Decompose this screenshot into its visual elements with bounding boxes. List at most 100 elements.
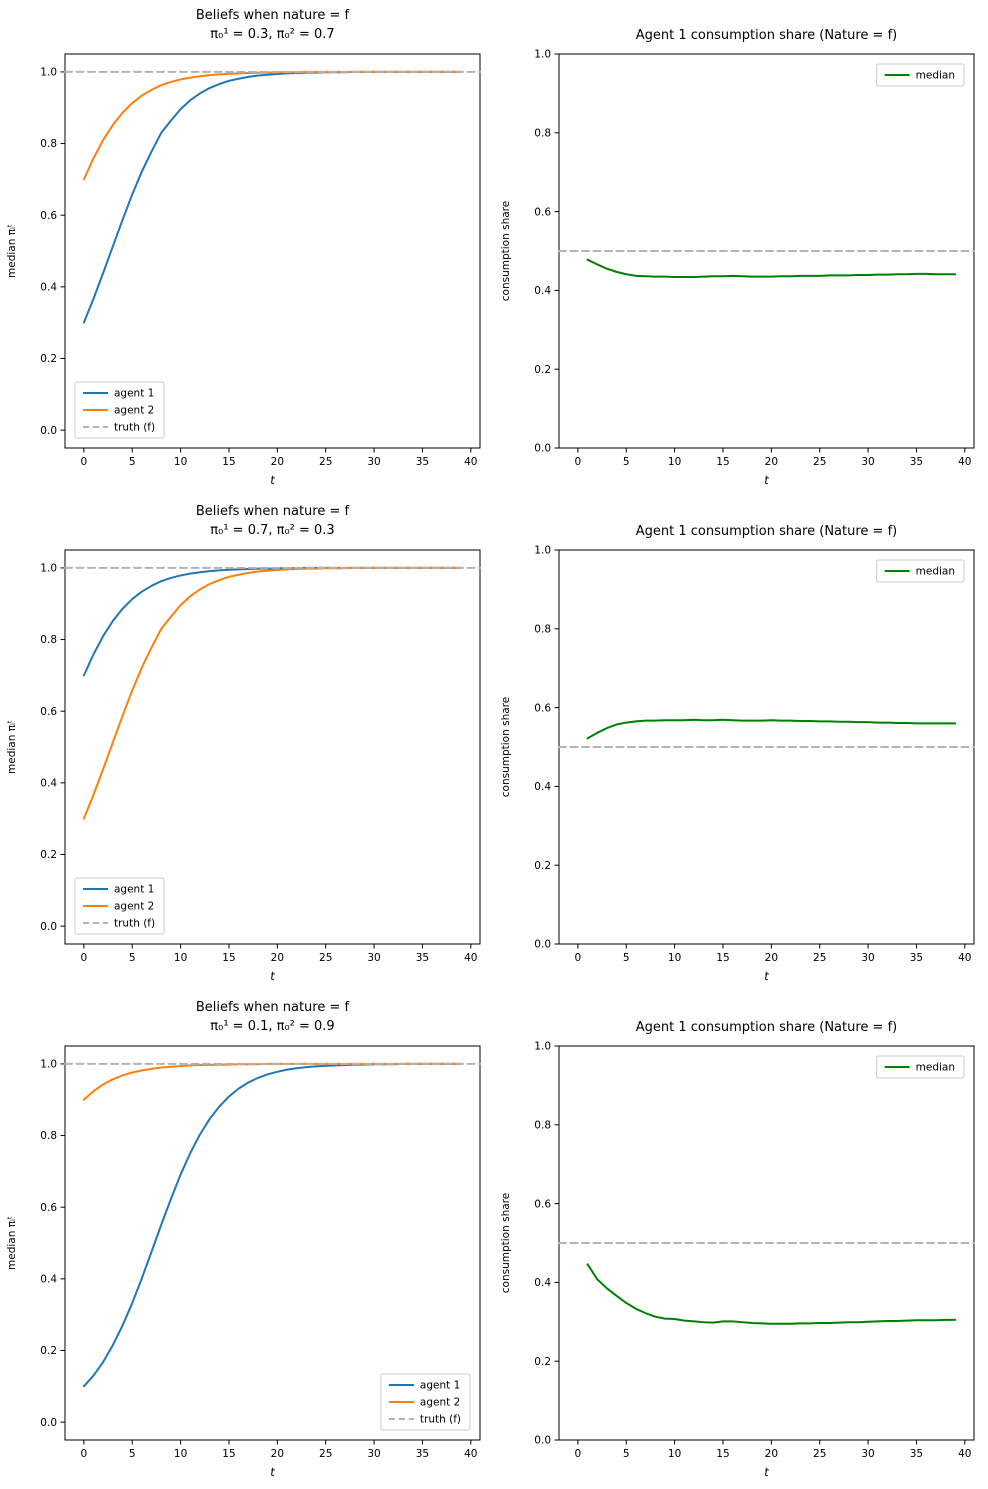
svg-text:15: 15	[716, 952, 729, 964]
svg-text:0.4: 0.4	[534, 781, 551, 793]
svg-text:40: 40	[958, 456, 971, 468]
chart-title-block: Beliefs when nature = f π₀¹ = 0.1, π₀² =…	[65, 999, 480, 1037]
svg-text:t: t	[270, 473, 275, 487]
svg-text:median πᵢᵗ: median πᵢᵗ	[6, 720, 18, 774]
svg-text:25: 25	[813, 952, 826, 964]
svg-text:0.0: 0.0	[40, 425, 57, 437]
svg-text:agent 1: agent 1	[114, 884, 154, 896]
svg-text:0.2: 0.2	[40, 849, 57, 861]
svg-text:0.8: 0.8	[534, 128, 551, 140]
subplot-consumption-row2: Agent 1 consumption share (Nature = f) 0…	[494, 496, 988, 992]
svg-text:median πᵢᵗ: median πᵢᵗ	[6, 224, 18, 278]
svg-text:20: 20	[765, 952, 778, 964]
svg-text:truth (f): truth (f)	[114, 422, 155, 434]
svg-text:20: 20	[271, 456, 284, 468]
svg-text:1.0: 1.0	[40, 67, 57, 79]
chart-title: Beliefs when nature = f	[195, 1000, 350, 1015]
svg-text:5: 5	[623, 456, 630, 468]
subplot-beliefs-row3: Beliefs when nature = f π₀¹ = 0.1, π₀² =…	[0, 992, 494, 1488]
chart-title-block: Agent 1 consumption share (Nature = f)	[559, 1019, 974, 1038]
svg-text:t: t	[764, 473, 769, 487]
svg-text:agent 2: agent 2	[420, 1397, 460, 1409]
svg-text:20: 20	[271, 952, 284, 964]
svg-text:0.8: 0.8	[40, 1130, 57, 1142]
svg-text:median: median	[916, 70, 955, 82]
svg-text:0.0: 0.0	[534, 443, 551, 455]
svg-text:0.4: 0.4	[40, 778, 57, 790]
svg-text:40: 40	[464, 456, 477, 468]
svg-text:0.6: 0.6	[534, 1198, 551, 1210]
svg-text:15: 15	[222, 1448, 235, 1460]
svg-text:5: 5	[129, 952, 136, 964]
chart-title-block: Beliefs when nature = f π₀¹ = 0.7, π₀² =…	[65, 503, 480, 541]
svg-text:0: 0	[575, 456, 582, 468]
svg-text:15: 15	[222, 952, 235, 964]
svg-text:0.8: 0.8	[534, 1120, 551, 1132]
svg-text:30: 30	[367, 1448, 380, 1460]
svg-text:0.2: 0.2	[40, 353, 57, 365]
svg-text:truth (f): truth (f)	[420, 1414, 461, 1426]
svg-text:30: 30	[367, 952, 380, 964]
svg-text:30: 30	[861, 952, 874, 964]
svg-text:10: 10	[668, 952, 681, 964]
svg-text:0.4: 0.4	[534, 285, 551, 297]
svg-text:35: 35	[416, 952, 429, 964]
svg-text:0.2: 0.2	[40, 1345, 57, 1357]
svg-text:truth (f): truth (f)	[114, 918, 155, 930]
svg-text:0.8: 0.8	[534, 624, 551, 636]
svg-text:median: median	[916, 566, 955, 578]
svg-text:10: 10	[174, 456, 187, 468]
svg-text:30: 30	[861, 456, 874, 468]
beliefs-plot-row3: 0 5 10 15 20 25 30 35 40 0.0 0.2 0.4 0.6 0.8 1.0 t media…	[6, 1045, 481, 1479]
svg-text:t: t	[270, 1465, 275, 1479]
svg-text:15: 15	[222, 456, 235, 468]
chart-title-block: Agent 1 consumption share (Nature = f)	[559, 523, 974, 542]
svg-text:0.8: 0.8	[40, 634, 57, 646]
svg-text:20: 20	[765, 456, 778, 468]
svg-text:0.0: 0.0	[534, 1435, 551, 1447]
svg-text:40: 40	[464, 1448, 477, 1460]
svg-text:0.4: 0.4	[40, 282, 57, 294]
svg-text:0.8: 0.8	[40, 138, 57, 150]
svg-text:10: 10	[668, 456, 681, 468]
svg-text:35: 35	[910, 952, 923, 964]
chart-subtitle: π₀¹ = 0.7, π₀² = 0.3	[210, 522, 335, 538]
svg-text:5: 5	[623, 952, 630, 964]
chart-subtitle: π₀¹ = 0.3, π₀² = 0.7	[210, 26, 335, 42]
svg-text:35: 35	[910, 456, 923, 468]
svg-text:1.0: 1.0	[534, 545, 551, 557]
svg-text:40: 40	[464, 952, 477, 964]
svg-text:10: 10	[174, 1448, 187, 1460]
svg-text:25: 25	[813, 1448, 826, 1460]
svg-text:0.6: 0.6	[534, 206, 551, 218]
svg-text:median πᵢᵗ: median πᵢᵗ	[6, 1216, 18, 1270]
svg-text:consumption share: consumption share	[500, 201, 512, 301]
chart-title: Beliefs when nature = f	[195, 8, 350, 23]
svg-text:consumption share: consumption share	[500, 697, 512, 797]
svg-text:1.0: 1.0	[40, 1059, 57, 1071]
svg-text:15: 15	[716, 1448, 729, 1460]
svg-text:20: 20	[765, 1448, 778, 1460]
svg-text:0.0: 0.0	[534, 939, 551, 951]
svg-text:15: 15	[716, 456, 729, 468]
svg-text:0: 0	[575, 952, 582, 964]
svg-text:25: 25	[319, 456, 332, 468]
svg-text:1.0: 1.0	[534, 49, 551, 61]
svg-text:0: 0	[81, 952, 88, 964]
chart-title: Agent 1 consumption share (Nature = f)	[635, 28, 898, 43]
svg-text:0: 0	[81, 1448, 88, 1460]
svg-text:agent 2: agent 2	[114, 405, 154, 417]
svg-text:0.6: 0.6	[534, 702, 551, 714]
svg-text:t: t	[764, 1465, 769, 1479]
svg-text:0.2: 0.2	[534, 1356, 551, 1368]
subplot-beliefs-row2: Beliefs when nature = f π₀¹ = 0.7, π₀² =…	[0, 496, 494, 992]
svg-text:agent 1: agent 1	[420, 1380, 460, 1392]
consumption-plot-row1: 0 5 10 15 20 25 30 35 40 0.0 0.2 0.4 0.6 0.8 1.0 t consu…	[500, 49, 975, 487]
svg-text:0: 0	[81, 456, 88, 468]
svg-text:25: 25	[813, 456, 826, 468]
svg-text:0.2: 0.2	[534, 364, 551, 376]
svg-text:10: 10	[174, 952, 187, 964]
svg-text:35: 35	[910, 1448, 923, 1460]
beliefs-plot-row1: 0 5 10 15 20 25 30 35 40 0.0 0.2 0.4 0.6 0.8 1.0 t media…	[6, 53, 481, 487]
